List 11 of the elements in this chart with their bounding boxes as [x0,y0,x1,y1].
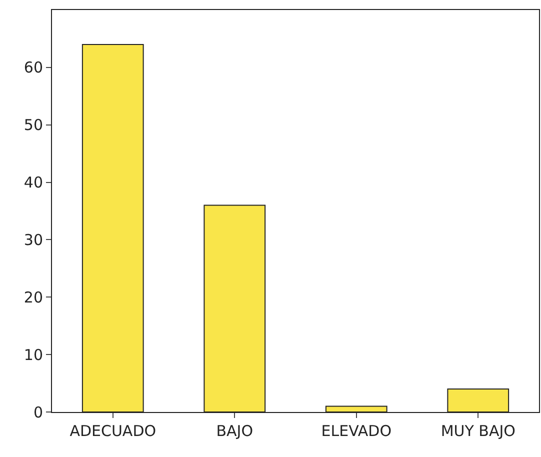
y-tick-label: 10 [24,346,43,364]
y-tick-label: 20 [24,288,43,306]
y-tick-label: 60 [24,58,43,77]
y-tick-label: 0 [33,403,43,422]
x-tick-label: ELEVADO [321,422,392,440]
x-tick-label: ADECUADO [70,422,156,440]
y-tick-label: 50 [24,116,43,134]
x-tick-label: MUY BAJO [440,422,516,440]
x-tick-label: BAJO [216,422,254,440]
y-tick-label: 30 [24,230,43,249]
y-tick-label: 40 [24,174,43,192]
